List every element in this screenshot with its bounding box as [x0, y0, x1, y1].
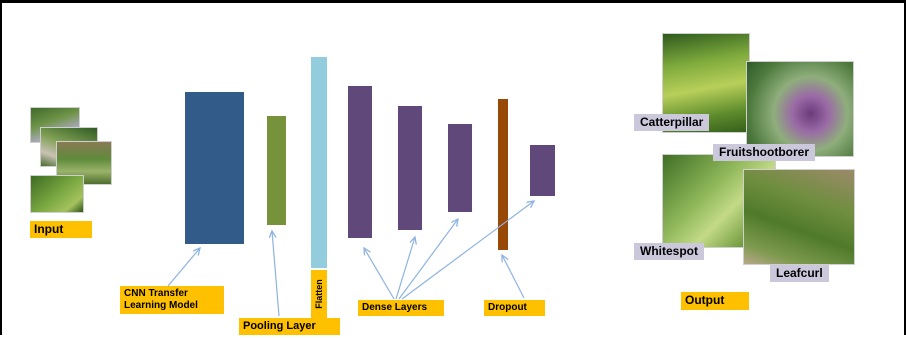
cnn-block: [185, 92, 244, 244]
cnn-arrow: [167, 248, 200, 287]
dense-arrow-4: [401, 201, 534, 300]
dense-arrow-2: [395, 237, 415, 300]
flatten-label-box: [311, 270, 327, 318]
dropout-label: Dropout: [484, 300, 545, 316]
dropout-block: [498, 99, 508, 250]
input-image-3: [56, 141, 112, 185]
dense-label: Dense Layers: [358, 300, 444, 316]
flatten-block: [311, 57, 327, 268]
pooling-arrow: [272, 231, 280, 317]
input-image-4: [30, 175, 84, 213]
input-label: Input: [30, 221, 92, 238]
dense-block-3: [448, 124, 472, 212]
dense-block-2: [398, 106, 422, 230]
output-dense-block: [530, 145, 555, 196]
annotation-arrows: [167, 3, 906, 317]
catterpillar-label: Catterpillar: [634, 114, 710, 131]
dense-arrow-1: [364, 248, 395, 300]
dropout-arrow: [502, 255, 525, 299]
whitespot-label: Whitespot: [634, 243, 704, 260]
output-label: Output: [681, 292, 749, 310]
leafcurl-label: Leafcurl: [770, 265, 829, 282]
fruitshootborer-label: Fruitshootborer: [713, 144, 815, 161]
dense-arrow-3: [398, 219, 458, 300]
dense-block-1: [348, 86, 372, 238]
cnn-label: CNN Transfer Learning Model: [120, 286, 224, 314]
pooling-label: Pooling Layer: [239, 318, 340, 335]
leafcurl-image: [743, 169, 855, 265]
pooling-block: [267, 116, 286, 225]
